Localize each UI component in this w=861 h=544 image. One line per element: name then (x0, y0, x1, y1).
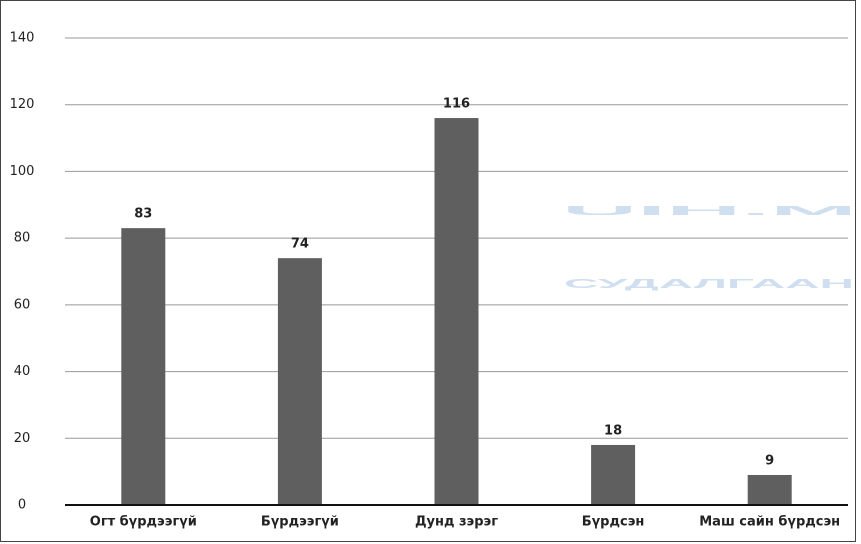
y-tick-label: 20 (14, 431, 31, 446)
data-label: 9 (765, 453, 774, 468)
data-label: 74 (291, 237, 309, 252)
bar (277, 258, 322, 505)
x-tick-label: Дунд зэрэг (415, 515, 498, 530)
y-tick-label: 80 (14, 231, 31, 246)
y-tick-label: 120 (10, 97, 35, 112)
y-tick-label: 60 (14, 297, 31, 312)
data-label: 83 (134, 207, 152, 222)
data-label: 18 (604, 423, 622, 438)
y-tick-label: 140 (10, 31, 35, 46)
x-tick-label: Бүрдээгүй (261, 515, 339, 530)
x-tick-label: Бүрдсэн (582, 515, 645, 530)
x-tick-label: Огт бүрдээгүй (90, 515, 197, 530)
watermark: СУДАЛГААН (564, 276, 854, 291)
bar (591, 444, 636, 505)
x-tick-label: Маш сайн бүрдсэн (699, 515, 840, 530)
bar (747, 474, 792, 505)
watermark: UIH.M (562, 203, 857, 218)
data-label: 116 (443, 97, 470, 112)
bar (434, 118, 479, 506)
y-tick-label: 0 (18, 498, 26, 513)
y-tick-label: 100 (10, 164, 35, 179)
y-tick-label: 40 (14, 364, 31, 379)
bar (121, 228, 166, 505)
